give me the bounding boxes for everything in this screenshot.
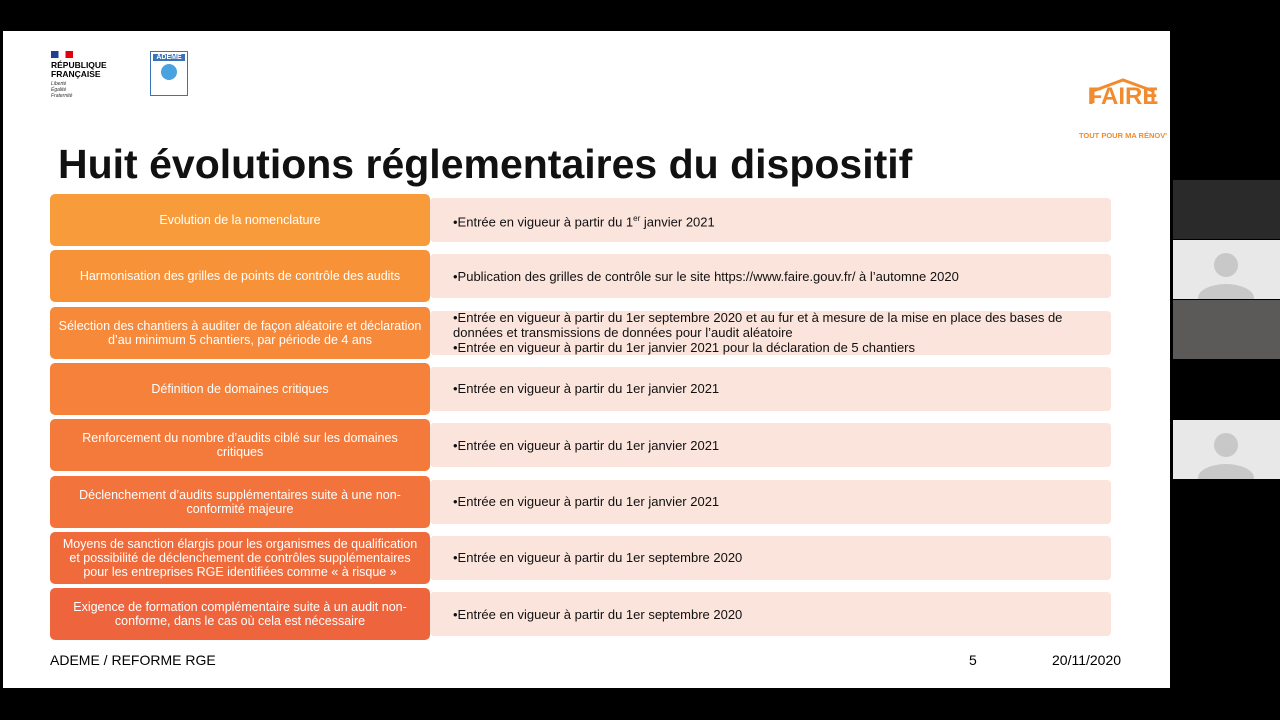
detail-text: •Entrée en vigueur à partir du 1er septe… — [453, 310, 1063, 341]
date: 20/11/2020 — [1052, 652, 1122, 668]
faire-tagline: TOUT POUR MA RÉNOV' — [1078, 131, 1168, 140]
row-label: Exigence de formation complémentaire sui… — [50, 588, 430, 641]
slide: RÉPUBLIQUE FRANÇAISE Liberté Égalité Fra… — [3, 31, 1170, 688]
ademe-logo: ADEME — [150, 51, 188, 96]
row-details: •Entrée en vigueur à partir du 1er janvi… — [430, 423, 1111, 468]
detail-text: •Entrée en vigueur à partir du 1er janvi… — [453, 381, 720, 397]
detail-line: •Publication des grilles de contrôle sur… — [453, 269, 1111, 284]
faire-roof — [1091, 78, 1155, 103]
detail-text: •Entrée en vigueur à partir du 1er janvi… — [453, 494, 720, 509]
detail-line: •Entrée en vigueur à partir du 1er janvi… — [453, 340, 1111, 355]
detail-line: •Entrée en vigueur à partir du 1er septe… — [453, 550, 1111, 565]
row-details: •Entrée en vigueur à partir du 1er janvi… — [430, 198, 1111, 242]
globe — [161, 64, 177, 80]
row-details: •Entrée en vigueur à partir du 1er janvi… — [430, 479, 1111, 524]
superscript: er — [633, 213, 641, 223]
footer-left: ADEME / REFORME RGE — [50, 652, 216, 668]
detail-line: •Entrée en vigueur à partir du 1er septe… — [453, 607, 1111, 622]
detail-text: •Entrée en vigueur à partir du 1er septe… — [453, 606, 743, 622]
detail-text: •Entrée en vigueur à partir du 1er septe… — [453, 550, 743, 566]
row-label: Déclenchement d’audits supplémentaires s… — [50, 475, 430, 528]
detail-line: •Entrée en vigueur à partir du 1er janvi… — [453, 381, 1111, 396]
slide-title: Huit évolutions réglementaires du dispos… — [58, 141, 913, 187]
row-label: Définition de domaines critiques — [50, 362, 430, 415]
detail-text: janvier 2021 — [640, 214, 715, 230]
row-label: Harmonisation des grilles de points de c… — [50, 250, 430, 303]
ademe: ADEME — [153, 54, 185, 61]
row-details: •Entrée en vigueur à partir du 1er septe… — [430, 310, 1111, 355]
detail-text: •Publication des grilles de contrôle sur… — [453, 268, 959, 284]
republic: RÉPUBLIQUE FRANÇAISE — [51, 60, 107, 79]
detail-line: •Entrée en vigueur à partir du 1er janvi… — [453, 494, 1111, 509]
video-tile[interactable] — [1173, 180, 1280, 239]
row-label: Moyens de sanction élargis pour les orga… — [50, 531, 430, 584]
detail-text: •Entrée en vigueur à partir du 1er janvi… — [453, 437, 720, 453]
row-details: •Entrée en vigueur à partir du 1er septe… — [430, 535, 1111, 580]
flag — [51, 51, 73, 58]
detail-text: •Entrée en vigueur à partir du 1 — [453, 214, 634, 230]
motto: Liberté Égalité Fraternité — [51, 81, 73, 99]
video-tile[interactable] — [1173, 240, 1280, 312]
detail-line: •Entrée en vigueur à partir du 1er janvi… — [453, 211, 1111, 229]
row-details: •Entrée en vigueur à partir du 1er septe… — [430, 592, 1111, 637]
row-label: Renforcement du nombre d’audits ciblé su… — [50, 419, 430, 472]
faire: FAIRE — [1087, 83, 1159, 110]
detail-line: •Entrée en vigueur à partir du 1er septe… — [453, 310, 1111, 340]
row-details: •Entrée en vigueur à partir du 1er janvi… — [430, 366, 1111, 411]
row-details: •Publication des grilles de contrôle sur… — [430, 254, 1111, 299]
video-tile[interactable] — [1173, 420, 1280, 492]
row-label: Sélection des chantiers à auditer de faç… — [50, 306, 430, 359]
row-label: Evolution de la nomenclature — [50, 194, 430, 246]
page-number: 5 — [969, 652, 977, 668]
detail-text: •Entrée en vigueur à partir du 1er janvi… — [453, 340, 916, 356]
detail-line: •Entrée en vigueur à partir du 1er janvi… — [453, 438, 1111, 453]
video-tile[interactable] — [1173, 300, 1280, 359]
